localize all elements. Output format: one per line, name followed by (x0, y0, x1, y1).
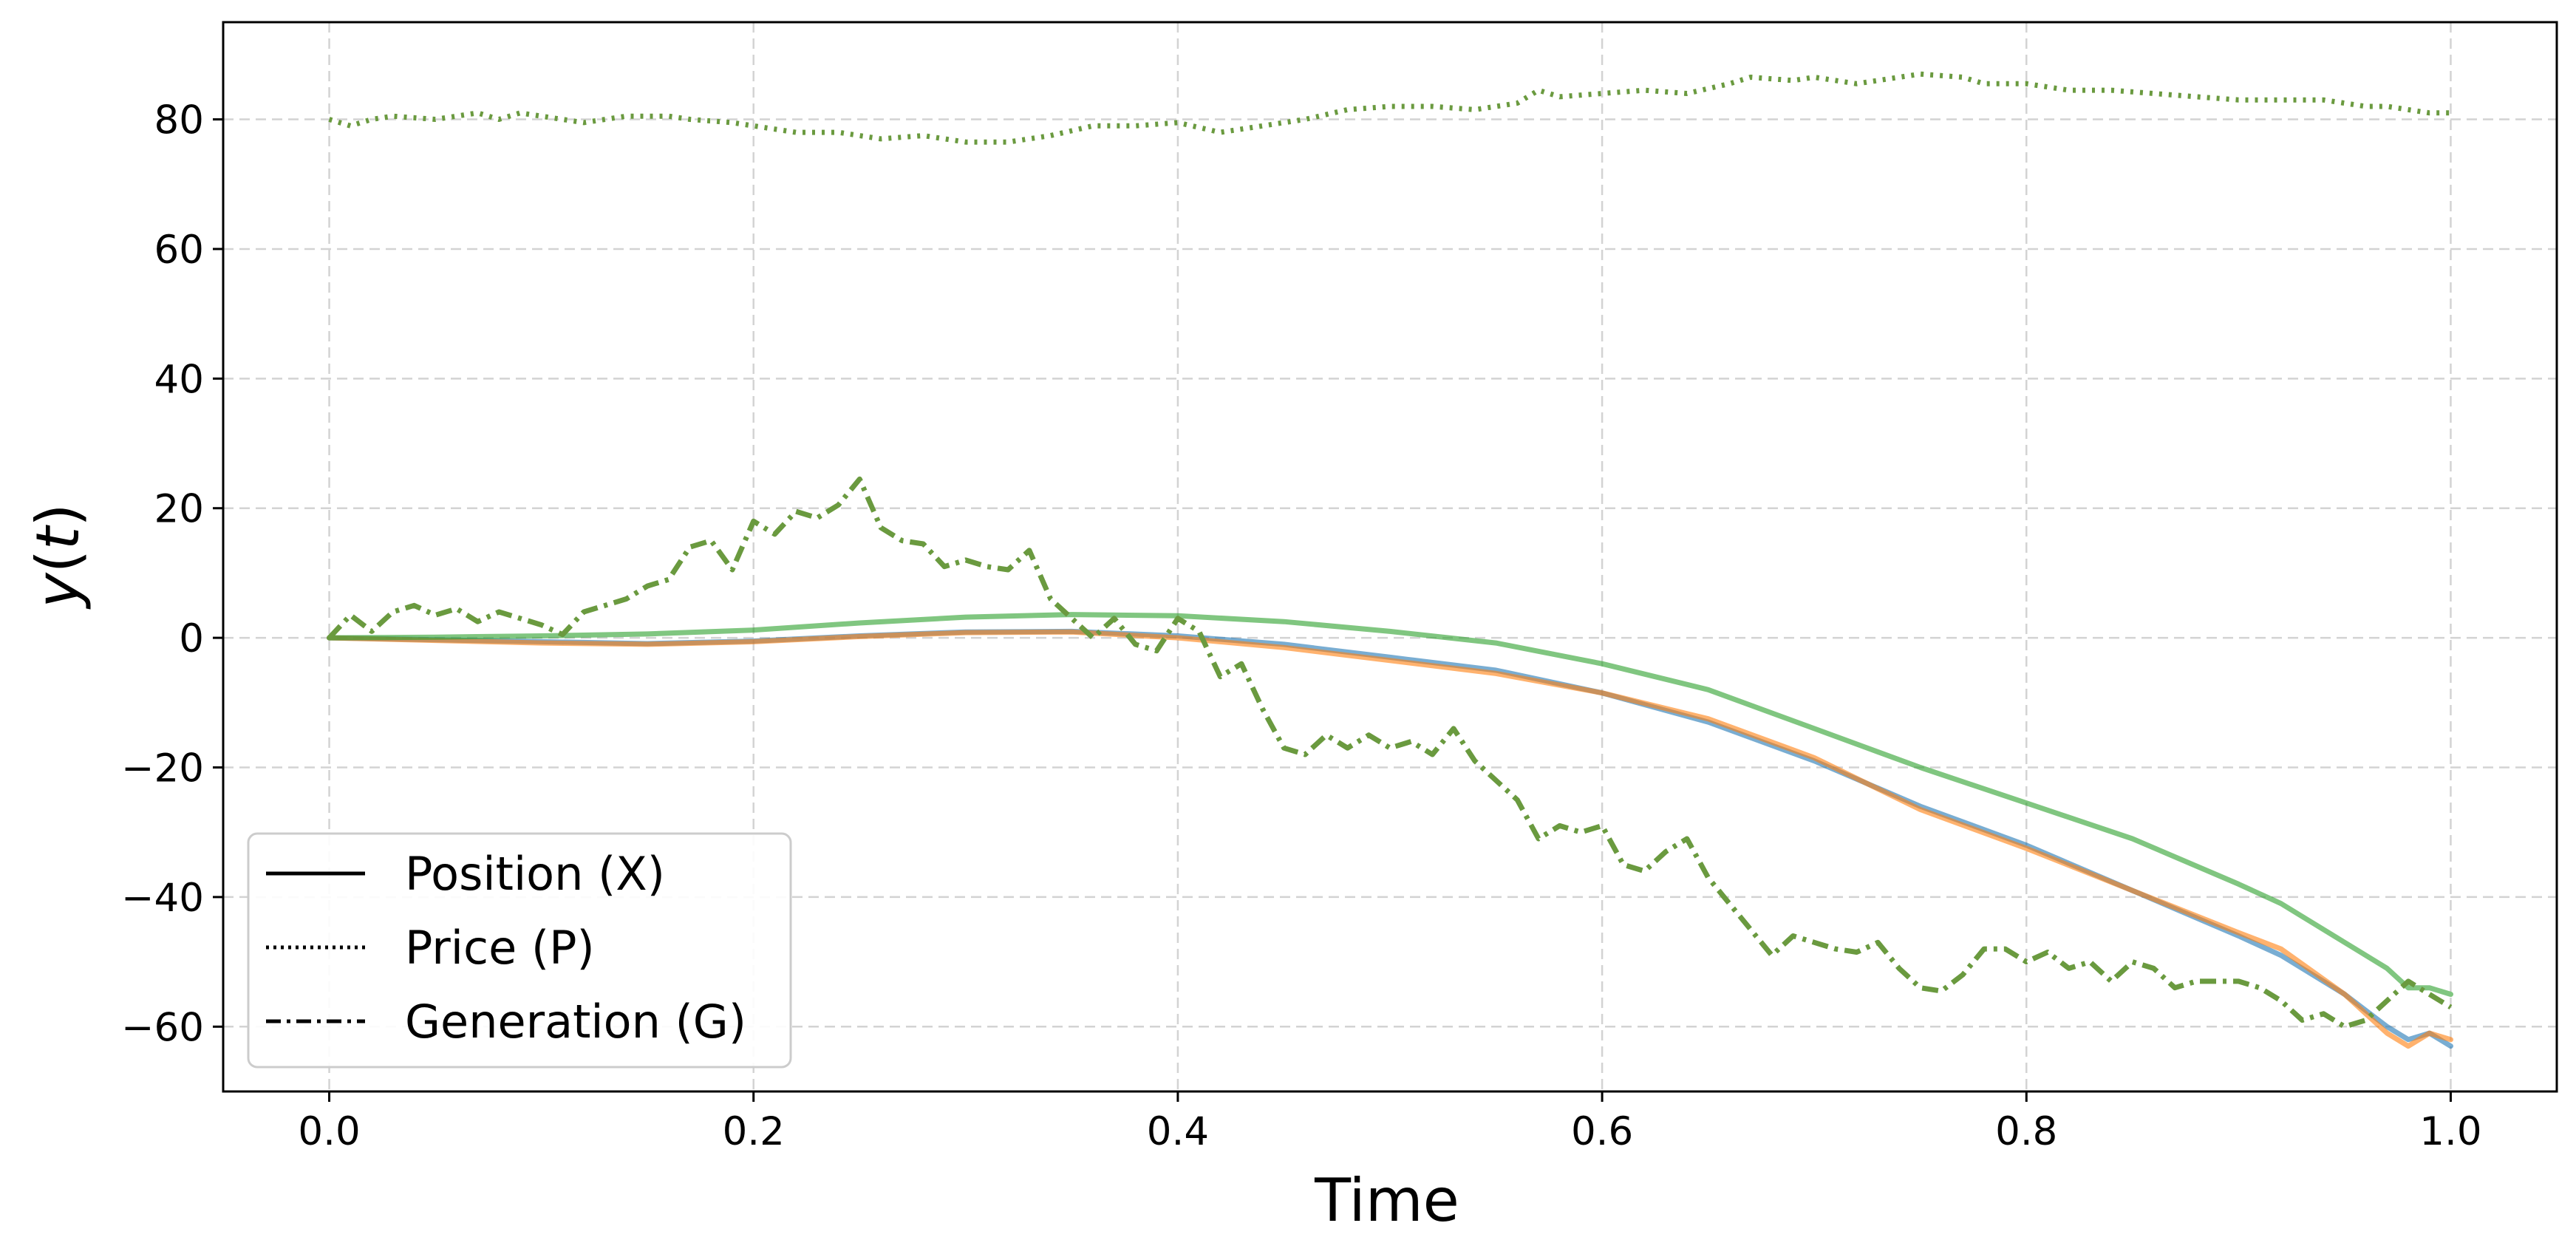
series-line-dashdot-4 (327, 476, 2453, 1029)
y-axis-label-open-paren: ( (24, 550, 92, 573)
x-tick-label: 0.4 (1147, 1109, 1209, 1154)
plot-frame (222, 21, 2558, 1093)
y-tick-label: 40 (154, 357, 204, 402)
x-tick-label: 0.6 (1571, 1109, 1633, 1154)
legend-label-generation: Generation (G) (405, 995, 746, 1049)
series-lines (327, 71, 2453, 1049)
y-axis-label-symbol: y (24, 572, 92, 610)
y-tick-label: −20 (121, 746, 204, 791)
y-axis-label-variable: t (24, 525, 92, 550)
legend-label-price: Price (P) (405, 921, 595, 975)
y-tick-label: 80 (154, 98, 204, 143)
axis-ticks: 0.0 0.2 0.4 0.6 0.8 1.0 −60 −40 −20 0 20 40 60 80 (121, 98, 2481, 1154)
legend-label-position: Position (X) (405, 847, 665, 901)
x-tick-label: 1.0 (2419, 1109, 2481, 1154)
y-tick-label: 0 (179, 616, 204, 661)
y-tick-label: −40 (121, 876, 204, 921)
x-tick-label: 0.8 (1995, 1109, 2057, 1154)
x-tick-label: 0.0 (298, 1109, 360, 1154)
y-tick-label: 60 (154, 228, 204, 273)
gridlines (223, 22, 2557, 1091)
y-tick-label: 20 (154, 487, 204, 532)
series-line-solid-1 (327, 629, 2453, 1049)
series-line-solid-2 (327, 612, 2453, 997)
legend-box (247, 832, 792, 1069)
x-tick-label: 0.2 (723, 1109, 785, 1154)
y-tick-label: −60 (121, 1005, 204, 1050)
legend: Position (X) Price (P) Generation (G) (247, 832, 792, 1069)
y-axis-label-close-paren: ) (24, 503, 92, 526)
x-axis-label: Time (1314, 1166, 1459, 1235)
y-axis-label: y(t) (24, 503, 92, 609)
